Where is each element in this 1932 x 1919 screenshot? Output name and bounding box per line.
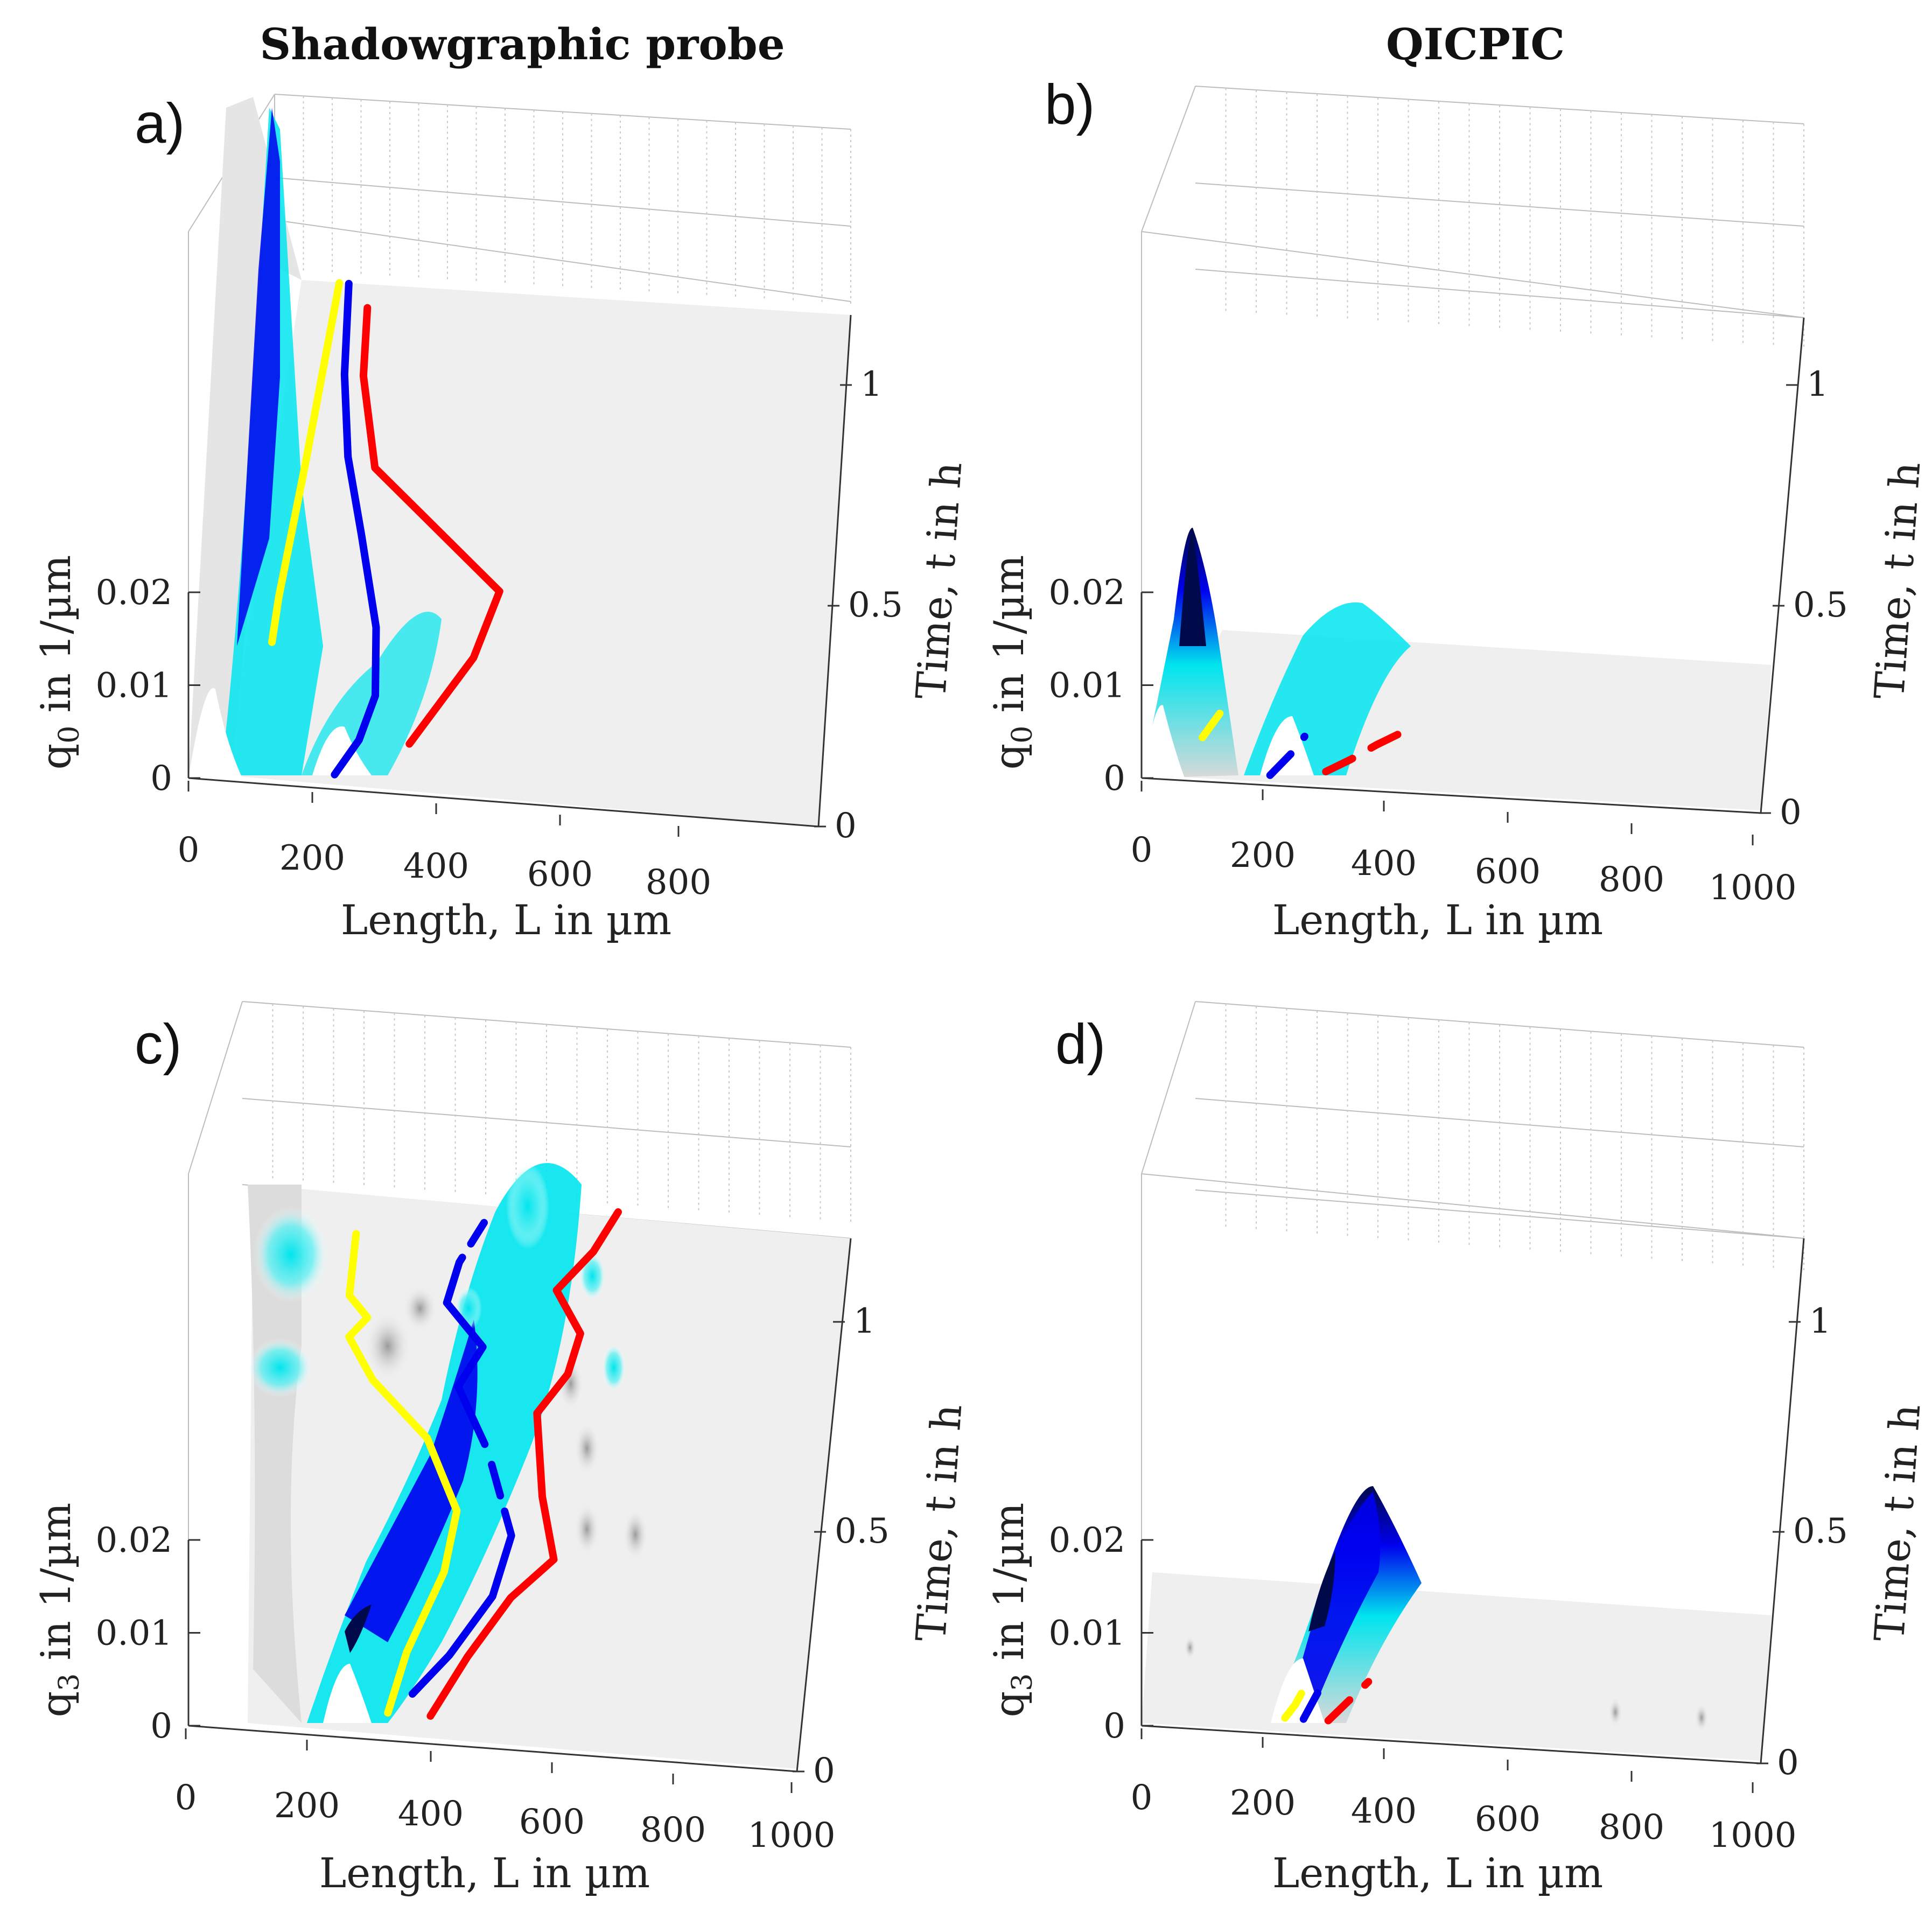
panel-d-series-yellow xyxy=(1281,1687,1306,1722)
panel-d-label: d) xyxy=(1055,1013,1105,1076)
panel-c-y-tick: 1 xyxy=(853,1301,876,1341)
panel-a-y-tick: 0 xyxy=(835,806,857,846)
panel-b: b) 0 200 400 600 800 1000 0 0.5 1 0 0.01 0.02 Lengt… xyxy=(985,73,1929,944)
panel-a-series-blue xyxy=(331,279,380,779)
panel-c-x-tick: 600 xyxy=(519,1802,585,1842)
panel-b-x-tick: 800 xyxy=(1599,860,1664,900)
panel-c-zlabel: q3 in 1/µm xyxy=(32,1503,86,1718)
panel-d-z-tick: 0.01 xyxy=(1049,1614,1126,1654)
panel-c-y-tick: 0.5 xyxy=(835,1511,890,1551)
panel-a-ylabel: Time, t in h xyxy=(907,460,971,701)
panel-c-x-tick: 400 xyxy=(398,1794,464,1834)
panel-a-surface xyxy=(188,97,851,827)
panel-d-series-red xyxy=(1324,1678,1373,1725)
panel-b-series-yellow xyxy=(1199,701,1230,741)
panel-d-x-tick: 200 xyxy=(1230,1783,1296,1823)
panel-b-x-tick: 0 xyxy=(1131,830,1153,870)
panel-a-xlabel: Length, L in µm xyxy=(341,896,671,944)
panel-b-zlabel: q0 in 1/µm xyxy=(985,555,1039,770)
panel-b-y-tick: 1 xyxy=(1807,365,1829,404)
panel-b-label: b) xyxy=(1045,73,1095,136)
panel-a-series-red xyxy=(359,304,503,748)
panel-c-series-blue xyxy=(408,1218,515,1698)
panel-d-ylabel: Time, t in h xyxy=(1865,1403,1930,1643)
panel-b-ylabel: Time, t in h xyxy=(1865,460,1930,701)
panel-a-x-tick: 400 xyxy=(403,846,469,886)
panel-b-series-blue xyxy=(1266,732,1308,779)
panel-a-grid xyxy=(188,94,851,778)
panel-d-x-tick: 0 xyxy=(1131,1778,1153,1818)
panel-d-y-tick: 0 xyxy=(1777,1743,1799,1783)
panel-b-series-red xyxy=(1322,729,1406,775)
panel-c-x-tick: 800 xyxy=(640,1810,706,1850)
panel-d-x-tick: 800 xyxy=(1599,1808,1664,1847)
panel-d-x-tick: 1000 xyxy=(1709,1816,1797,1855)
panel-c-x-tick: 1000 xyxy=(748,1816,836,1855)
panel-b-x-tick: 1000 xyxy=(1709,868,1797,908)
panel-a-zlabel: q0 in 1/µm xyxy=(32,555,86,770)
panel-c-x-tick: 200 xyxy=(274,1786,340,1826)
panel-b-x-tick: 200 xyxy=(1230,836,1296,876)
panel-a-z-tick: 0.02 xyxy=(96,573,173,613)
panel-b-y-tick: 0.5 xyxy=(1793,585,1848,625)
panel-b-x-tick: 400 xyxy=(1351,844,1417,884)
panel-b-series xyxy=(1199,701,1406,779)
panel-c-ylabel: Time, t in h xyxy=(907,1403,971,1643)
panel-d-x-tick: 400 xyxy=(1351,1791,1417,1831)
panel-a-label: a) xyxy=(135,92,185,155)
panel-d-series-blue xyxy=(1299,1675,1329,1723)
panel-a-x-tick: 200 xyxy=(279,838,345,878)
panel-a-x-tick: 0 xyxy=(178,830,200,870)
panel-a-z-tick: 0.01 xyxy=(96,666,173,706)
panel-c-y-tick: 0 xyxy=(813,1751,835,1791)
panel-c: c) xyxy=(32,1001,971,1897)
column-title-right: QICPIC xyxy=(1386,19,1565,69)
panel-a-z-tick: 0 xyxy=(150,759,172,799)
panel-b-z-tick: 0.02 xyxy=(1049,573,1126,613)
panel-a-x-tick: 600 xyxy=(527,855,593,894)
panel-d-y-tick: 1 xyxy=(1809,1301,1831,1341)
panel-a-y-tick: 0.5 xyxy=(848,585,903,625)
panel-d-xlabel: Length, L in µm xyxy=(1272,1849,1603,1897)
panel-d-z-tick: 0 xyxy=(1103,1706,1125,1746)
panel-b-z-tick: 0 xyxy=(1103,759,1125,799)
panel-c-z-tick: 0.01 xyxy=(96,1614,173,1654)
column-title-left: Shadowgraphic probe xyxy=(260,19,785,69)
panel-b-xlabel: Length, L in µm xyxy=(1272,896,1603,944)
panel-c-z-tick: 0.02 xyxy=(96,1521,173,1560)
panel-b-y-tick: 0 xyxy=(1780,793,1802,832)
panel-c-series xyxy=(345,1208,622,1720)
panel-c-x-tick: 0 xyxy=(175,1778,197,1818)
panel-d: d) 0 200 400 600 800 1000 0 0.5 1 0 0.01 0.02 xyxy=(985,1001,1929,1897)
panel-a-series-yellow xyxy=(268,279,344,646)
panel-b-z-tick: 0.01 xyxy=(1049,666,1126,706)
panel-d-surface xyxy=(1142,1486,1772,1761)
panel-a-series xyxy=(268,279,503,779)
panel-c-series-red xyxy=(426,1208,622,1720)
panel-d-x-tick: 600 xyxy=(1475,1799,1541,1839)
panel-b-x-tick: 600 xyxy=(1475,852,1541,892)
panel-d-z-tick: 0.02 xyxy=(1049,1521,1126,1560)
panel-d-zlabel: q3 in 1/µm xyxy=(985,1503,1039,1718)
panel-d-series xyxy=(1281,1675,1373,1725)
panel-c-z-tick: 0 xyxy=(150,1706,172,1746)
panel-c-label: c) xyxy=(135,1013,181,1076)
panel-a-y-tick: 1 xyxy=(860,365,883,404)
panel-d-y-tick: 0.5 xyxy=(1793,1511,1848,1551)
panel-c-series-yellow xyxy=(345,1230,461,1717)
panel-a-x-tick: 800 xyxy=(646,863,711,902)
panel-c-surface xyxy=(248,1163,851,1769)
panel-c-xlabel: Length, L in µm xyxy=(319,1849,650,1897)
panel-b-surface xyxy=(1142,528,1772,810)
